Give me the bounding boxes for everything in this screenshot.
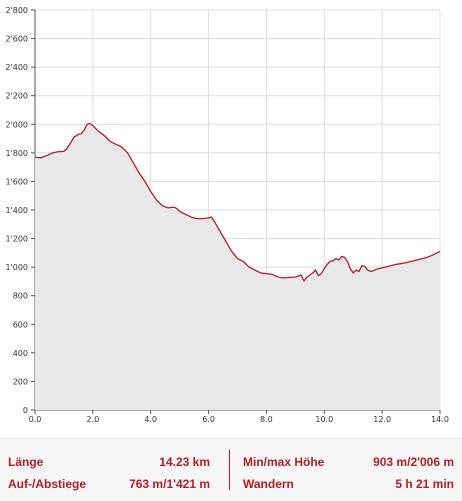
hike-duration-value: 5 h 21 min [395, 477, 454, 491]
y-tick-label: 0 [23, 406, 28, 415]
ascent-descent-label: Auf-/Abstiege [8, 477, 86, 491]
y-tick-label: 2'000 [5, 120, 28, 129]
x-tick-label: 10.0 [315, 415, 333, 424]
length-label: Länge [8, 455, 44, 469]
y-tick-label: 600 [13, 320, 28, 329]
ascent-descent-value: 763 m/1'421 m [129, 477, 210, 491]
x-tick-label: 6.0 [202, 415, 215, 424]
y-tick-label: 2'400 [5, 63, 28, 72]
stats-divider [229, 450, 230, 490]
y-tick-label: 1'200 [5, 235, 28, 244]
elevation-chart-svg: 0 200 400 600 800 1'000 1'200 1'400 1'600 1'800 2'… [5, 6, 449, 424]
elevation-area [35, 123, 440, 410]
elevation-chart: 0 200 400 600 800 1'000 1'200 1'400 1'600 1'800 2'… [5, 6, 449, 424]
min-max-height-label: Min/max Höhe [243, 455, 325, 469]
y-tick-label: 2'200 [5, 92, 28, 101]
stats-panel: Länge 14.23 km Auf-/Abstiege 763 m/1'421… [0, 438, 462, 501]
y-tick-label: 2'800 [5, 6, 28, 15]
x-tick-label: 2.0 [86, 415, 99, 424]
y-tick-label: 400 [13, 349, 28, 358]
y-tick-label: 2'600 [5, 35, 28, 44]
y-tick-label: 800 [13, 292, 28, 301]
x-tick-label: 12.0 [373, 415, 391, 424]
x-tick-label: 0.0 [29, 415, 42, 424]
y-tick-label: 1'400 [5, 206, 28, 215]
x-tick-label: 8.0 [260, 415, 273, 424]
hike-duration-label: Wandern [243, 477, 294, 491]
y-tick-label: 200 [13, 377, 28, 386]
y-tick-label: 1'600 [5, 177, 28, 186]
x-tick-label: 4.0 [144, 415, 157, 424]
length-value: 14.23 km [159, 455, 210, 469]
y-tick-label: 1'000 [5, 263, 28, 272]
x-tick-label: 14.0 [431, 415, 449, 424]
elevation-line [35, 122, 440, 282]
y-tick-label: 1'800 [5, 149, 28, 158]
min-max-height-value: 903 m/2'006 m [373, 455, 454, 469]
